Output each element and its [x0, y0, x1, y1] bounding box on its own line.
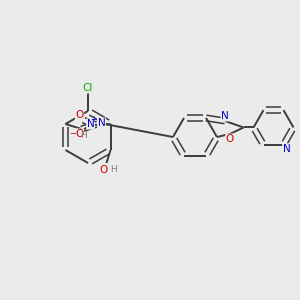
Text: O: O	[75, 110, 84, 120]
Text: Cl: Cl	[83, 83, 93, 93]
Text: O: O	[75, 129, 84, 139]
Text: H: H	[110, 166, 117, 175]
Text: N: N	[221, 111, 229, 121]
Text: +: +	[90, 115, 97, 124]
Text: −: −	[69, 130, 76, 139]
Text: N: N	[87, 119, 94, 129]
Text: N: N	[283, 144, 290, 154]
Text: H: H	[80, 131, 87, 140]
Text: O: O	[99, 165, 108, 175]
Text: O: O	[226, 134, 234, 144]
Text: N: N	[98, 118, 105, 128]
